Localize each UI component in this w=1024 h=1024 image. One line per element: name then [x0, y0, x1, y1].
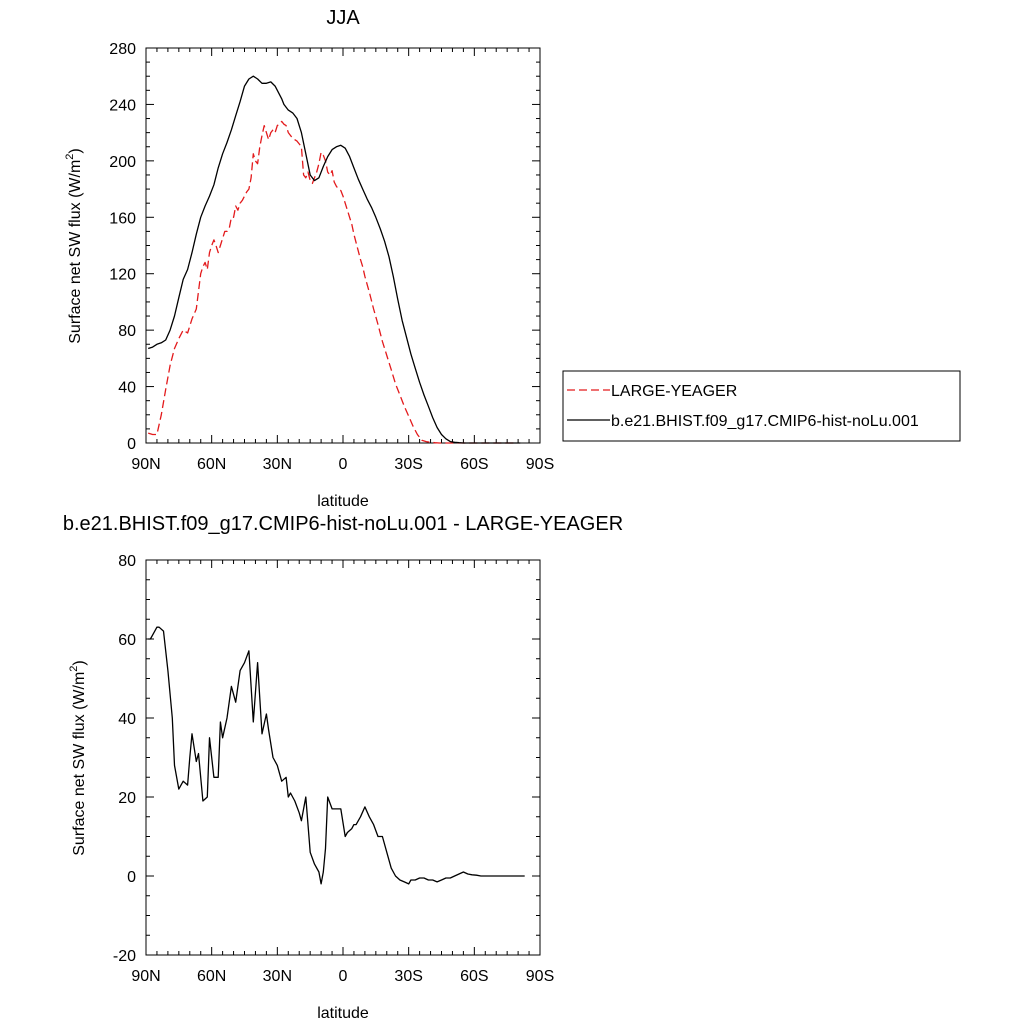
- axes: 90N 60N 30N 0 30S 60S 90S 0 40 80 120 160 200 240 280: [109, 41, 554, 473]
- x-tick-label: 60N: [197, 968, 226, 985]
- x-tick-label: 60S: [460, 456, 488, 473]
- legend: LARGE-YEAGER b.e21.BHIST.f09_g17.CMIP6-h…: [562, 370, 961, 442]
- legend-label-bhist: b.e21.BHIST.f09_g17.CMIP6-hist-noLu.001: [611, 413, 919, 430]
- y-tick-label: 60: [118, 632, 136, 649]
- x-tick-label: 90S: [526, 968, 554, 985]
- series-line-b-e21-bhist-f09-g17-cmip6-hist-nolu-001: [148, 75, 521, 444]
- x-tick-label: 0: [339, 456, 348, 473]
- chart-title: JJA: [326, 7, 360, 29]
- y-axis-label-sup: 2: [68, 666, 80, 672]
- y-tick-label: 280: [109, 41, 136, 58]
- y-tick-label: 0: [127, 436, 136, 453]
- series-group: [148, 75, 521, 444]
- chart-panel-bottom: b.e21.BHIST.f09_g17.CMIP6-hist-noLu.001 …: [63, 513, 623, 1022]
- y-tick-label: 80: [118, 553, 136, 570]
- y-tick-label: 200: [109, 154, 136, 171]
- y-tick-label: 0: [127, 869, 136, 886]
- y-tick-label: -20: [113, 948, 136, 965]
- series-line-large-yeager: [148, 120, 514, 444]
- y-axis-label-sup: 2: [64, 154, 76, 160]
- chart-title: b.e21.BHIST.f09_g17.CMIP6-hist-noLu.001 …: [63, 513, 623, 535]
- x-tick-label: 90N: [131, 968, 160, 985]
- y-axis-label: Surface net SW flux (W/m2): [68, 660, 88, 856]
- x-tick-label: 30N: [263, 968, 292, 985]
- y-tick-label: 240: [109, 97, 136, 114]
- x-tick-label: 90N: [131, 456, 160, 473]
- y-axis-label-tail: ): [71, 660, 88, 665]
- x-tick-label: 0: [339, 968, 348, 985]
- x-tick-label: 60N: [197, 456, 226, 473]
- y-tick-label: 20: [118, 790, 136, 807]
- y-tick-label: 160: [109, 210, 136, 227]
- legend-box: [562, 370, 961, 442]
- chart-panel-top: JJA 90N 60N 30N 0 30S 60S 90S 0 40 80 120 160 200 240…: [64, 7, 961, 510]
- series-line-difference: [148, 626, 525, 885]
- x-axis-label: latitude: [317, 1005, 369, 1022]
- y-axis-label-tail: ): [67, 148, 84, 153]
- axes: 90N 60N 30N 0 30S 60S 90S -20 0 20 40 60 80: [113, 553, 554, 985]
- y-axis-label: Surface net SW flux (W/m2): [64, 148, 84, 344]
- x-tick-label: 60S: [460, 968, 488, 985]
- y-tick-label: 120: [109, 267, 136, 284]
- plot-frame: [145, 559, 541, 956]
- x-tick-label: 30S: [394, 456, 422, 473]
- x-tick-label: 90S: [526, 456, 554, 473]
- plot-frame: [145, 47, 541, 444]
- y-axis-label-text: Surface net SW flux (W/m: [71, 672, 88, 856]
- y-tick-label: 40: [118, 711, 136, 728]
- series-group: [148, 626, 525, 885]
- y-tick-label: 80: [118, 323, 136, 340]
- x-axis-label: latitude: [317, 493, 369, 510]
- y-tick-label: 40: [118, 380, 136, 397]
- y-axis-label-text: Surface net SW flux (W/m: [67, 160, 84, 344]
- legend-label-large-yeager: LARGE-YEAGER: [611, 383, 737, 400]
- x-tick-label: 30N: [263, 456, 292, 473]
- x-tick-label: 30S: [394, 968, 422, 985]
